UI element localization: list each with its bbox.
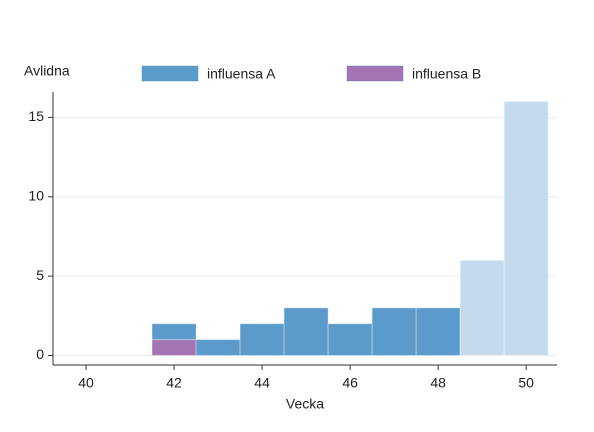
x-tick-label: 46 (342, 375, 358, 391)
bar (195, 339, 241, 356)
bar (371, 307, 417, 356)
legend-swatch (346, 65, 404, 82)
bar (327, 323, 373, 356)
bar (415, 307, 461, 356)
y-tick-label: 10 (28, 187, 44, 203)
x-tick-label: 50 (518, 375, 534, 391)
y-tick-label: 5 (36, 267, 44, 283)
y-tick-label: 15 (28, 108, 44, 124)
legend-label: influensa A (207, 66, 276, 82)
bar (151, 339, 197, 356)
bar (503, 101, 549, 356)
legend-label: influensa B (412, 66, 481, 82)
legend-swatch (141, 65, 199, 82)
x-tick-label: 40 (78, 375, 94, 391)
bar (283, 307, 329, 356)
y-axis-label: Avlidna (24, 63, 70, 79)
bar (151, 323, 197, 341)
x-axis-label: Vecka (286, 396, 324, 412)
bar (459, 259, 505, 356)
x-tick-label: 48 (430, 375, 446, 391)
bar (239, 323, 285, 356)
y-tick-label: 0 (36, 346, 44, 362)
x-tick-label: 42 (166, 375, 182, 391)
x-tick-label: 44 (254, 375, 270, 391)
